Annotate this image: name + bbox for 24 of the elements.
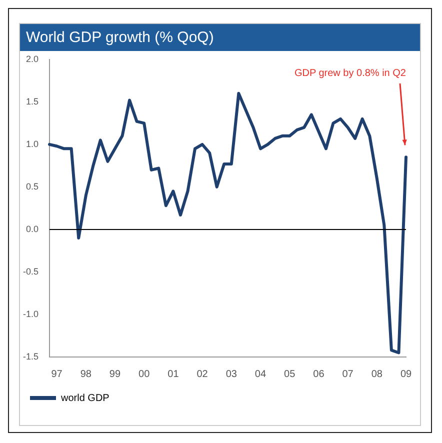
- y-tick-label: 2.0: [26, 54, 39, 64]
- y-tick-label: -1.5: [22, 351, 39, 362]
- x-tick-label: 01: [168, 368, 180, 380]
- y-tick-label: 0.5: [26, 181, 39, 192]
- x-tick-label: 98: [80, 368, 92, 380]
- x-tick-label: 99: [109, 368, 121, 380]
- y-tick-label: 1.5: [26, 96, 39, 106]
- x-tick-label: 02: [196, 368, 208, 380]
- x-tick-label: 07: [342, 368, 354, 380]
- x-tick-label: 05: [284, 368, 296, 380]
- x-tick-label: 04: [254, 368, 266, 380]
- annotation: GDP grew by 0.8% in Q2: [294, 68, 406, 80]
- x-tick-label: 09: [400, 368, 412, 380]
- y-tick-label: 1.0: [26, 138, 39, 149]
- y-tick-label: -1.0: [22, 308, 39, 319]
- y-tick-label: 0.0: [26, 224, 39, 234]
- x-tick-label: 97: [51, 368, 63, 380]
- x-tick-label: 03: [226, 368, 238, 380]
- legend-label: world GDP: [60, 392, 110, 404]
- x-tick-label: 06: [313, 368, 325, 380]
- chart-title: World GDP growth (% QoQ): [20, 24, 420, 51]
- x-tick-label: 00: [138, 368, 150, 380]
- y-tick-label: -0.5: [22, 266, 39, 276]
- x-tick-label: 08: [371, 368, 383, 380]
